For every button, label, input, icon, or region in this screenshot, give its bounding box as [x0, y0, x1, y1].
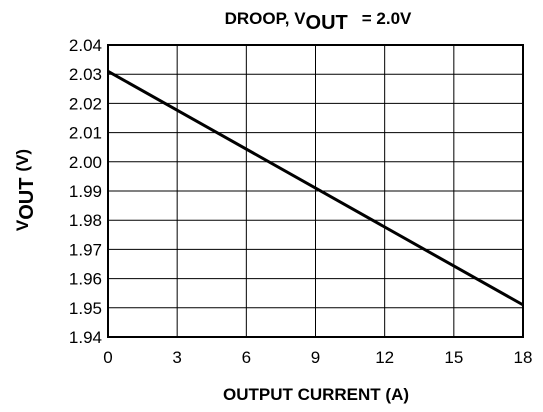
data-line [107, 69, 524, 307]
y-tick-label: 2.02 [69, 94, 102, 113]
y-tick-label: 1.95 [69, 299, 102, 318]
x-tick-label: 0 [103, 348, 112, 367]
x-tick-label: 18 [514, 348, 533, 367]
chart-title: DROOP, VOUT = 2.0V [225, 9, 412, 34]
plot-frame [107, 44, 524, 338]
y-tick-label: 1.96 [69, 270, 102, 289]
x-tick-label: 15 [444, 348, 463, 367]
x-tick-label: 9 [311, 348, 320, 367]
x-axis-label: OUTPUT CURRENT (A) [223, 385, 409, 404]
y-axis-label: VOUT (V) [13, 149, 38, 231]
title-main: DROOP, V [225, 9, 307, 28]
y-tick-label: 1.98 [69, 211, 102, 230]
y-tick-label: 1.94 [69, 328, 102, 347]
x-tick-label: 12 [375, 348, 394, 367]
y-tick-label: 1.99 [69, 182, 102, 201]
y-tick-label: 1.97 [69, 240, 102, 259]
x-tick-label: 6 [242, 348, 251, 367]
y-label-main: V [13, 219, 32, 231]
y-label-suffix: (V) [13, 149, 32, 172]
title-subscript: OUT [306, 12, 348, 34]
y-tick-label: 2.04 [69, 36, 102, 55]
title-suffix: = 2.0V [362, 9, 412, 28]
x-tick-label: 3 [172, 348, 181, 367]
y-tick-label: 2.00 [69, 153, 102, 172]
y-label-subscript: OUT [16, 178, 38, 220]
y-tick-label: 2.03 [69, 65, 102, 84]
y-tick-label: 2.01 [69, 124, 102, 143]
